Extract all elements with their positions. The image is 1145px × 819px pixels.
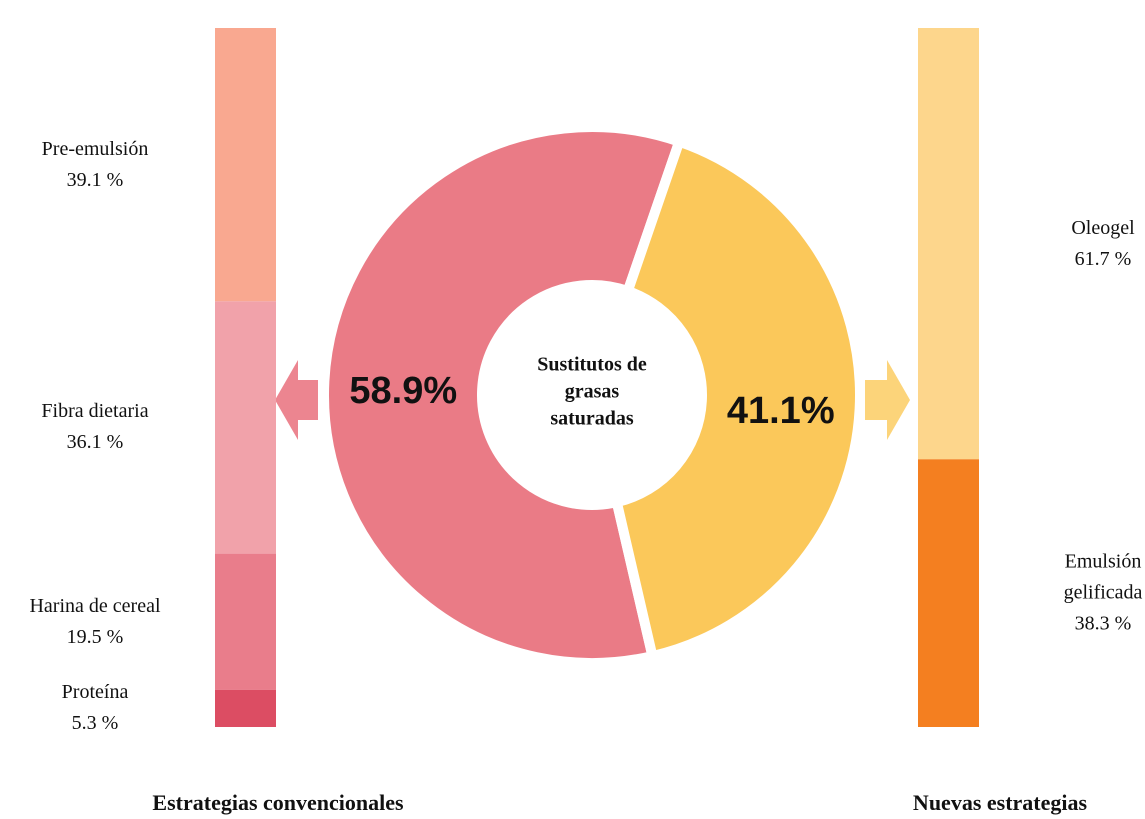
bar-segment [918,28,979,460]
segment-name: Oleogel [1071,216,1135,239]
segment-name: Emulsión gelificada [1063,550,1143,604]
segment-name: Harina de cereal [29,594,161,617]
segment-label: Emulsión gelificada 38.3 % [1058,547,1145,640]
bar-segment [215,28,276,302]
segment-label: Harina de cereal 19.5 % [0,591,195,653]
donut-value-label: 41.1% [727,390,835,432]
bar-segment [215,301,276,554]
donut-segment [319,122,686,668]
bar-title: Estrategias convencionales [152,790,404,815]
segment-name: Proteína [61,681,129,704]
arrow-left [275,360,318,440]
segment-value: 39.1 % [66,168,124,191]
bar-segment [215,689,276,727]
donut-center-label: Sustitutos de grasas saturadas [537,353,647,430]
segment-label: Proteína 5.3 % [0,677,195,739]
segment-value: 61.7 % [1074,247,1132,270]
bar-segment [918,459,979,727]
bar-segment [215,553,276,690]
segment-label: Pre-emulsión 39.1 % [0,134,195,196]
segment-name: Fibra dietaria [41,400,149,423]
donut-value-label: 58.9% [349,370,457,412]
segment-label: Fibra dietaria 36.1 % [0,396,195,458]
segment-value: 19.5 % [66,625,124,648]
segment-name: Pre-emulsión [41,137,149,160]
segment-value: 38.3 % [1074,612,1132,635]
segment-value: 5.3 % [71,712,119,735]
segment-value: 36.1 % [66,431,124,454]
arrow-right [865,360,910,440]
segment-label: Oleogel 61.7 % [1058,213,1145,275]
bar-title: Nuevas estrategias [912,790,1088,815]
donut-segment [610,135,865,663]
